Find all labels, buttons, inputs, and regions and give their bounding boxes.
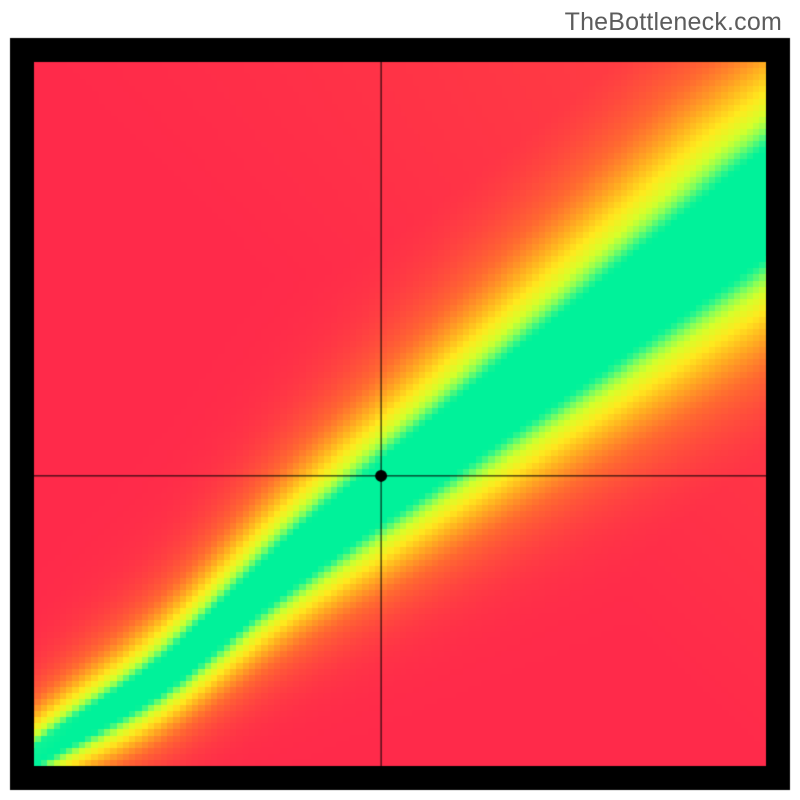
bottleneck-heatmap (0, 0, 800, 800)
